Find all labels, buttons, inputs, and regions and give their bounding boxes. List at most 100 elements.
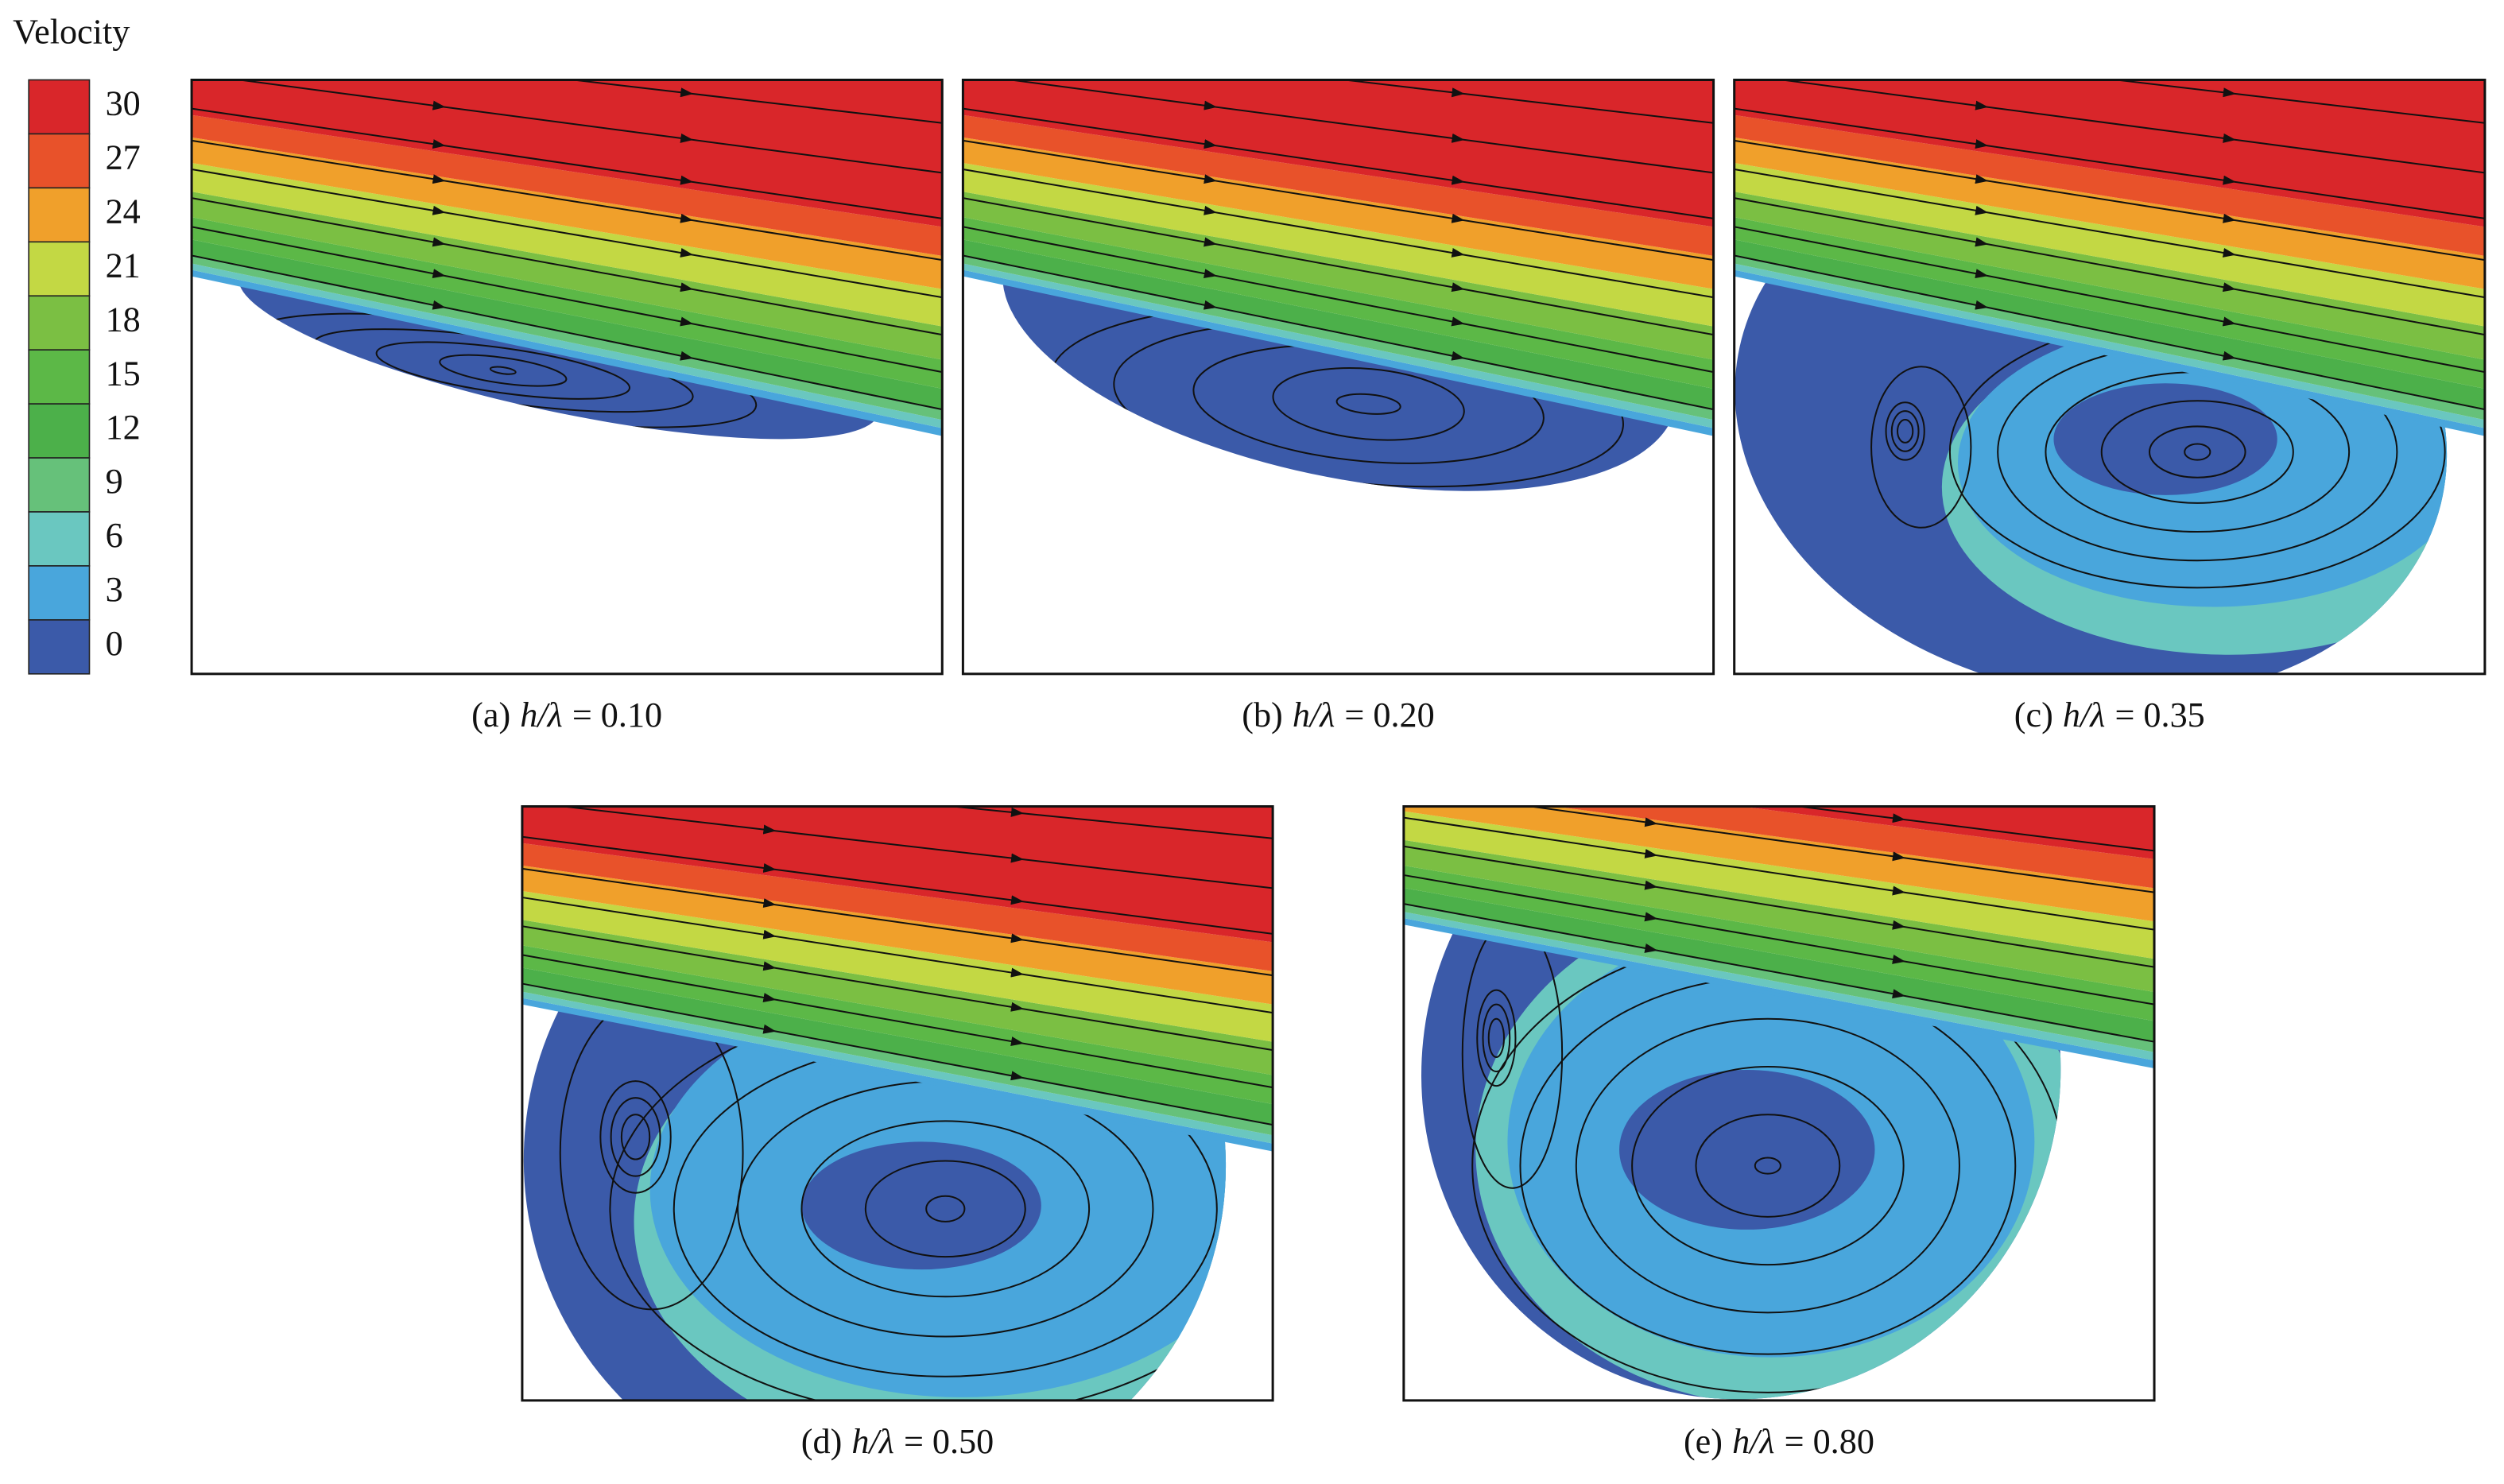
streamline bbox=[1734, 226, 2485, 374]
panel-frame bbox=[1733, 78, 2487, 676]
streamline bbox=[1776, 79, 2485, 174]
streamline bbox=[521, 954, 1273, 1089]
wall bbox=[1403, 921, 2155, 1068]
streamline bbox=[1525, 806, 2155, 893]
streamline bbox=[521, 867, 1273, 977]
secondary-vortex bbox=[610, 1097, 661, 1177]
vortex-streamline bbox=[375, 341, 631, 400]
contour-panel bbox=[521, 805, 1274, 1402]
velocity-region bbox=[2053, 383, 2277, 495]
streamline bbox=[192, 139, 943, 262]
velocity-region bbox=[1619, 1070, 1875, 1230]
secondary-streamline bbox=[1461, 932, 1564, 1189]
colorbar-label: 9 bbox=[106, 462, 123, 501]
caption: (c) h/λ = 0.35 bbox=[2014, 696, 2205, 734]
wall bbox=[963, 273, 1714, 436]
cavity bbox=[1002, 283, 1669, 491]
streamline bbox=[234, 79, 943, 174]
streamline bbox=[963, 0, 1713, 69]
streamline bbox=[1403, 903, 2155, 1043]
panel-content bbox=[192, 0, 943, 440]
colorbar-label: 18 bbox=[106, 300, 141, 339]
caption-value: = 0.50 bbox=[904, 1422, 994, 1461]
secondary-streamline bbox=[559, 1009, 744, 1311]
colorbar-label: 21 bbox=[106, 246, 141, 285]
vortex-streamline bbox=[1575, 1017, 1960, 1314]
panel-content bbox=[521, 806, 1273, 1401]
colorbar-swatch bbox=[28, 349, 91, 405]
streamline bbox=[1734, 254, 2485, 411]
contour-panel bbox=[961, 0, 1715, 676]
panel-content bbox=[1734, 79, 2485, 674]
streamline bbox=[1204, 79, 1714, 124]
wall bbox=[1734, 273, 2485, 436]
vortex-streamline bbox=[1754, 1157, 1781, 1175]
panel-frame bbox=[1402, 805, 2156, 1402]
wall bbox=[521, 1001, 1273, 1152]
streamline bbox=[192, 254, 943, 411]
secondary-vortex bbox=[599, 1080, 672, 1194]
streamline bbox=[521, 897, 1273, 1014]
contour-panel bbox=[190, 0, 944, 676]
streamline bbox=[1975, 79, 2485, 124]
secondary-vortex bbox=[1487, 1017, 1506, 1058]
streamline bbox=[192, 197, 943, 336]
vortex-streamline bbox=[2184, 443, 2211, 461]
streamline bbox=[432, 79, 943, 124]
secondary-vortex bbox=[620, 1114, 651, 1160]
streamline bbox=[1734, 107, 2485, 219]
vortex-streamline bbox=[800, 1120, 1091, 1298]
streamline bbox=[963, 254, 1714, 411]
colorbar-label: 15 bbox=[106, 354, 141, 393]
vortex-streamline bbox=[1695, 1114, 1841, 1218]
caption-value: = 0.80 bbox=[1785, 1422, 1874, 1461]
caption-variable: h/λ bbox=[1732, 1422, 1775, 1461]
contour-panel bbox=[1402, 805, 2156, 1402]
colorbar-label: 3 bbox=[106, 570, 123, 609]
streamline bbox=[963, 107, 1714, 219]
colorbar-swatch bbox=[28, 619, 91, 675]
vortex-streamline bbox=[925, 1195, 966, 1222]
caption-variable: h/λ bbox=[1293, 696, 1335, 734]
caption: (e) h/λ = 0.80 bbox=[1684, 1422, 1874, 1461]
secondary-vortex bbox=[1885, 401, 1925, 461]
colorbar-label: 24 bbox=[106, 192, 141, 231]
secondary-vortex bbox=[1482, 1003, 1511, 1073]
panel-frame bbox=[961, 78, 1715, 676]
panel-content bbox=[963, 0, 1714, 491]
velocity-region bbox=[801, 1141, 1041, 1270]
streamline bbox=[1734, 197, 2485, 336]
secondary-streamline bbox=[1870, 366, 1972, 529]
caption-variable: h/λ bbox=[851, 1422, 894, 1461]
streamline bbox=[963, 139, 1714, 262]
vortex-streamline bbox=[1631, 1066, 1905, 1266]
streamline bbox=[1403, 816, 2155, 931]
wall bbox=[192, 273, 943, 436]
colorbar-label: 6 bbox=[106, 516, 123, 555]
colorbar-label: 0 bbox=[106, 624, 123, 663]
caption-label: (c) bbox=[2014, 696, 2053, 734]
streamline bbox=[192, 0, 942, 69]
streamline bbox=[1644, 806, 2155, 852]
colorbar-label: 27 bbox=[106, 138, 141, 177]
streamline bbox=[521, 835, 1273, 935]
streamline bbox=[521, 925, 1273, 1052]
cavity bbox=[239, 285, 875, 440]
secondary-vortex bbox=[1890, 410, 1920, 452]
secondary-vortex bbox=[1476, 989, 1517, 1087]
streamline bbox=[192, 107, 943, 219]
vortex-streamline bbox=[2149, 425, 2246, 479]
panel-frame bbox=[190, 78, 944, 676]
caption: (d) h/λ = 0.50 bbox=[801, 1422, 994, 1461]
vortex-streamline bbox=[1335, 393, 1401, 415]
streamline bbox=[192, 169, 943, 299]
caption-label: (a) bbox=[471, 696, 510, 734]
caption-variable: h/λ bbox=[2063, 696, 2106, 734]
caption-label: (e) bbox=[1684, 1422, 1723, 1461]
vortex-streamline bbox=[439, 354, 568, 387]
vortex-streamline bbox=[609, 1009, 1227, 1401]
colorbar-label: 12 bbox=[106, 408, 141, 447]
streamline bbox=[1734, 139, 2485, 262]
